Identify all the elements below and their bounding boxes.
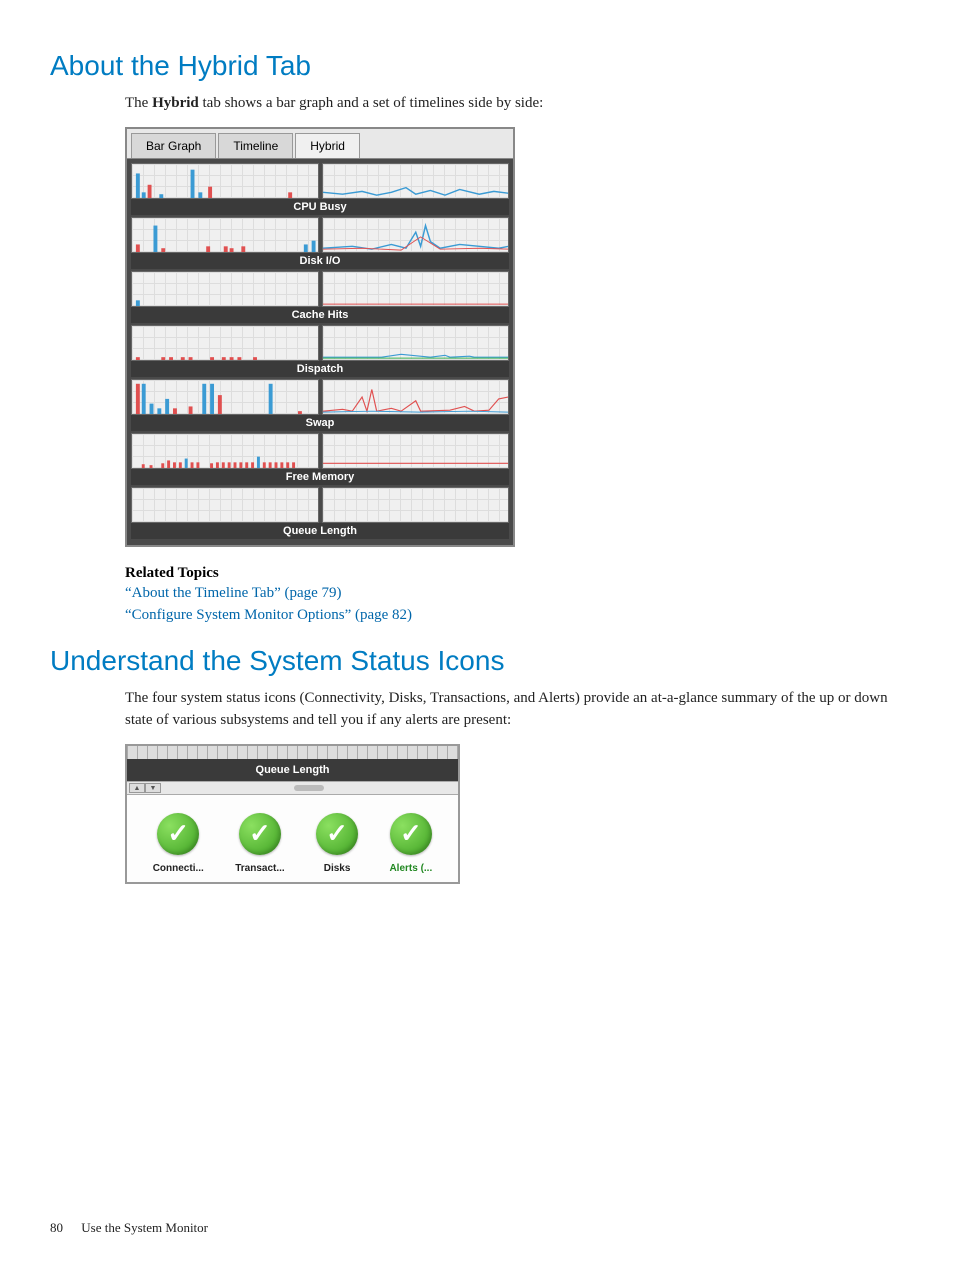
status-screenshot: Queue Length ▲ ▼ ✓ Connecti... ✓ Transac… <box>125 744 904 884</box>
page-number: 80 <box>50 1220 63 1235</box>
check-icon: ✓ <box>239 813 281 855</box>
cache-label: Cache Hits <box>131 307 509 323</box>
freemem-bar-panel <box>131 433 319 469</box>
section-heading-status: Understand the System Status Icons <box>50 645 904 677</box>
disks-label: Disks <box>324 863 351 874</box>
metric-cpu-busy: CPU Busy <box>131 163 509 215</box>
intro-bold: Hybrid <box>152 95 199 111</box>
hybrid-window: Bar Graph Timeline Hybrid <box>125 127 515 547</box>
connectivity-label: Connecti... <box>153 863 204 874</box>
dispatch-label: Dispatch <box>131 361 509 377</box>
hybrid-metrics: CPU Busy <box>127 159 513 545</box>
scroll-handle[interactable] <box>294 785 324 791</box>
scroll-down-icon[interactable]: ▼ <box>145 783 161 793</box>
metric-swap: Swap <box>131 379 509 431</box>
footer-title: Use the System Monitor <box>81 1220 208 1235</box>
status-disks[interactable]: ✓ Disks <box>316 813 358 874</box>
status-queue-label: Queue Length <box>127 759 458 781</box>
alerts-label: Alerts (... <box>389 863 432 874</box>
status-icons-row: ✓ Connecti... ✓ Transact... ✓ Disks ✓ Al… <box>127 795 458 882</box>
hybrid-screenshot: Bar Graph Timeline Hybrid <box>125 127 904 547</box>
tab-timeline[interactable]: Timeline <box>218 133 293 158</box>
status-window: Queue Length ▲ ▼ ✓ Connecti... ✓ Transac… <box>125 744 460 884</box>
swap-bar-panel <box>131 379 319 415</box>
intro-before: The <box>125 95 152 111</box>
related-link-1[interactable]: “About the Timeline Tab” (page 79) <box>125 582 904 605</box>
hybrid-intro: The Hybrid tab shows a bar graph and a s… <box>125 92 904 115</box>
cpu-label: CPU Busy <box>131 199 509 215</box>
tab-bar-graph[interactable]: Bar Graph <box>131 133 216 158</box>
cpu-timeline-panel <box>322 163 510 199</box>
tabs-row: Bar Graph Timeline Hybrid <box>127 129 513 159</box>
cpu-bar-panel <box>131 163 319 199</box>
intro-after: tab shows a bar graph and a set of timel… <box>199 95 544 111</box>
dispatch-bar-panel <box>131 325 319 361</box>
metric-free-memory: Free Memory <box>131 433 509 485</box>
metric-disk-io: Disk I/O <box>131 217 509 269</box>
related-topics-heading: Related Topics <box>125 565 904 582</box>
status-intro: The four system status icons (Connectivi… <box>125 687 904 732</box>
section-heading-hybrid: About the Hybrid Tab <box>50 50 904 82</box>
queue-label: Queue Length <box>131 523 509 539</box>
related-link-2[interactable]: “Configure System Monitor Options” (page… <box>125 604 904 627</box>
freemem-timeline-panel <box>322 433 510 469</box>
check-icon: ✓ <box>157 813 199 855</box>
disk-timeline-panel <box>322 217 510 253</box>
scroll-up-icon[interactable]: ▲ <box>129 783 145 793</box>
cache-bar-panel <box>131 271 319 307</box>
status-top-grid <box>127 746 458 759</box>
metric-queue-length: Queue Length <box>131 487 509 539</box>
swap-label: Swap <box>131 415 509 431</box>
dispatch-timeline-panel <box>322 325 510 361</box>
metric-cache-hits: Cache Hits <box>131 271 509 323</box>
disk-bar-panel <box>131 217 319 253</box>
page-footer: 80 Use the System Monitor <box>50 1220 208 1236</box>
check-icon: ✓ <box>390 813 432 855</box>
transactions-label: Transact... <box>235 863 284 874</box>
metric-dispatch: Dispatch <box>131 325 509 377</box>
status-connectivity[interactable]: ✓ Connecti... <box>153 813 204 874</box>
status-alerts[interactable]: ✓ Alerts (... <box>389 813 432 874</box>
check-icon: ✓ <box>316 813 358 855</box>
status-transactions[interactable]: ✓ Transact... <box>235 813 284 874</box>
queue-bar-panel <box>131 487 319 523</box>
freemem-label: Free Memory <box>131 469 509 485</box>
queue-timeline-panel <box>322 487 510 523</box>
disk-label: Disk I/O <box>131 253 509 269</box>
status-scroll-row: ▲ ▼ <box>127 781 458 795</box>
swap-timeline-panel <box>322 379 510 415</box>
tab-hybrid[interactable]: Hybrid <box>295 133 360 158</box>
cache-timeline-panel <box>322 271 510 307</box>
